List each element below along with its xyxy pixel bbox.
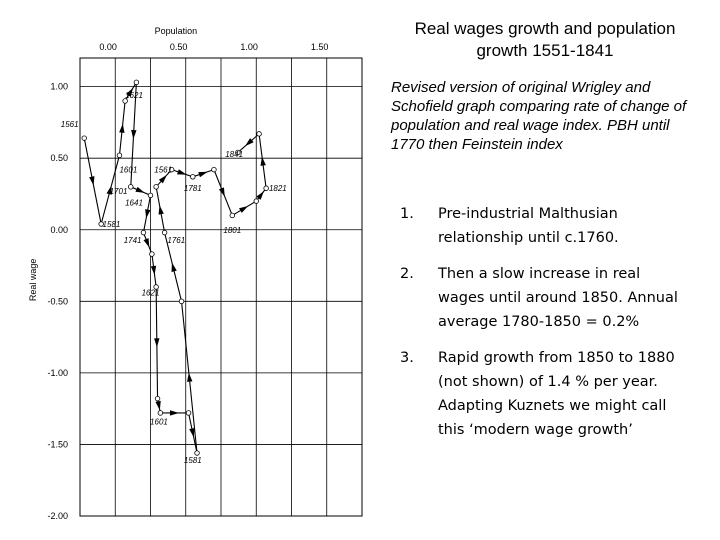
y-tick-label: 1.00 <box>50 82 68 92</box>
point-label: 1701 <box>110 187 128 196</box>
list-text: Rapid growth from 1850 to 1880 (not show… <box>438 350 675 438</box>
direction-arrow <box>171 262 177 272</box>
direction-arrow <box>177 169 187 175</box>
x-axis-label: Population <box>155 26 198 36</box>
data-point <box>178 298 185 305</box>
data-point <box>157 410 164 416</box>
direction-arrow <box>158 174 167 184</box>
list-item: 1. Pre-industrial Malthusian relationshi… <box>400 202 690 250</box>
y-tick-label: 0.50 <box>50 153 68 163</box>
data-point <box>116 152 123 159</box>
direction-arrow <box>260 156 266 166</box>
direction-arrow <box>145 209 151 219</box>
point-label: 1641 <box>125 199 143 208</box>
direction-arrow <box>150 265 157 276</box>
point-label: 1561 <box>154 166 172 175</box>
direction-arrow <box>126 87 134 97</box>
data-point <box>168 166 175 173</box>
direction-arrow <box>119 123 125 133</box>
direction-arrow <box>89 176 95 186</box>
point-label: 1621 <box>142 289 160 298</box>
point-label: 1601 <box>119 166 137 175</box>
data-point <box>256 131 262 137</box>
point-label: 1561 <box>61 120 79 129</box>
direction-arrow <box>189 428 195 438</box>
data-point <box>98 221 104 227</box>
page-title: Real wages growth and population growth … <box>414 19 676 60</box>
list-text: Pre-industrial Malthusian relationship u… <box>438 206 619 246</box>
data-point <box>128 184 134 190</box>
data-point <box>81 135 87 141</box>
point-label: 1841 <box>225 150 243 159</box>
direction-arrow <box>154 338 160 348</box>
direction-arrow <box>256 191 264 200</box>
data-point <box>185 410 192 416</box>
data-point <box>133 79 140 86</box>
data-point <box>211 166 217 173</box>
list-text: Then a slow increase in real wages until… <box>438 266 678 330</box>
data-point <box>253 198 259 204</box>
list-number: 2. <box>400 266 414 282</box>
y-axis-label: Real wage <box>28 259 38 302</box>
direction-arrow <box>131 129 137 140</box>
direction-arrow <box>155 400 161 411</box>
data-point <box>235 149 241 156</box>
point-label: 1801 <box>223 226 241 235</box>
direction-arrow <box>169 410 179 416</box>
direction-arrow <box>245 138 254 147</box>
point-label: 1621 <box>125 91 143 100</box>
list-item: 3. Rapid growth from 1850 to 1880 (not s… <box>400 346 690 442</box>
x-tick-label: 0.50 <box>170 42 188 52</box>
data-point <box>263 185 269 191</box>
direction-arrow <box>135 186 145 193</box>
data-point <box>190 174 196 180</box>
point-label: 1781 <box>184 184 202 193</box>
point-label: 1601 <box>150 417 168 426</box>
key-points-list: 1. Pre-industrial Malthusian relationshi… <box>400 202 690 454</box>
data-point <box>194 450 200 456</box>
list-item: 2. Then a slow increase in real wages un… <box>400 262 690 334</box>
point-label: 1741 <box>124 236 142 245</box>
direction-arrow <box>106 185 112 195</box>
data-point <box>161 229 168 236</box>
data-point <box>153 284 159 290</box>
data-point <box>122 98 128 104</box>
data-point <box>153 184 159 190</box>
data-point <box>140 229 147 236</box>
data-point <box>149 251 155 257</box>
direction-arrow <box>198 171 208 178</box>
data-point <box>229 212 235 219</box>
x-tick-label: 1.00 <box>240 42 258 52</box>
plot-frame <box>79 57 363 517</box>
direction-arrow <box>143 238 150 248</box>
y-tick-label: -2.00 <box>47 511 68 521</box>
y-tick-label: -1.00 <box>47 368 68 378</box>
list-number: 3. <box>400 350 414 366</box>
point-label: 1821 <box>269 184 287 193</box>
direction-arrow <box>158 205 164 215</box>
data-point <box>154 395 161 402</box>
list-number: 1. <box>400 206 414 222</box>
direction-arrow <box>239 205 249 213</box>
y-tick-label: -0.50 <box>47 296 68 306</box>
point-label: 1581 <box>103 220 121 229</box>
x-tick-label: 0.00 <box>99 42 117 52</box>
y-tick-label: -1.50 <box>47 439 68 449</box>
y-tick-label: 0.00 <box>50 225 68 235</box>
direction-arrow <box>187 372 193 382</box>
x-tick-label: 1.50 <box>311 42 329 52</box>
point-label: 1761 <box>167 236 185 245</box>
point-label: 1581 <box>184 456 202 465</box>
data-point <box>147 192 154 199</box>
direction-arrow <box>218 187 225 197</box>
chart-description: Revised version of original Wrigley and … <box>391 79 687 153</box>
